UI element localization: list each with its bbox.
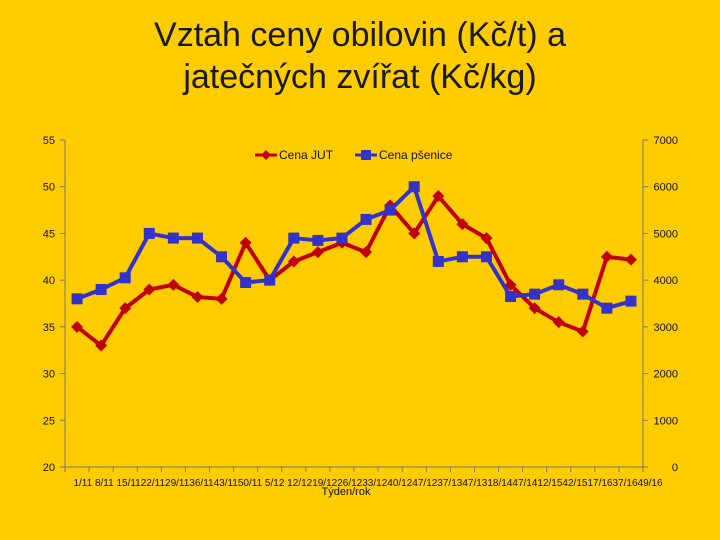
data-point-cena-jut xyxy=(143,283,156,296)
data-point-cena-p-enice xyxy=(456,251,468,263)
data-point-cena-jut xyxy=(167,278,180,291)
data-point-cena-jut xyxy=(432,190,445,203)
data-point-cena-jut xyxy=(71,320,84,333)
y-tick-label: 40 xyxy=(43,275,55,287)
title-line-2: jatečných zvířat (Kč/kg) xyxy=(183,58,537,96)
data-point-cena-p-enice xyxy=(143,227,155,239)
data-point-cena-jut xyxy=(360,246,373,259)
legend-label-cena-p-enice: Cena pšenice xyxy=(379,148,453,162)
data-point-cena-p-enice xyxy=(553,279,565,291)
data-point-cena-jut xyxy=(95,339,108,352)
data-point-cena-p-enice xyxy=(601,302,613,314)
data-point-cena-jut xyxy=(215,292,228,305)
data-point-cena-jut xyxy=(408,227,421,240)
data-point-cena-jut xyxy=(600,250,613,263)
x-axis-title: Týden/rok xyxy=(322,486,371,498)
y2-tick-label: 1000 xyxy=(654,415,678,427)
y2-tick-label: 3000 xyxy=(654,322,678,334)
data-point-cena-p-enice xyxy=(264,274,276,286)
data-point-cena-p-enice xyxy=(71,293,83,305)
data-point-cena-jut xyxy=(576,325,589,338)
x-tick-labels: 1/11 8/11 15/1122/1129/1136/1143/1150/11… xyxy=(73,478,663,489)
y-tick-label: 25 xyxy=(43,415,55,427)
data-point-cena-jut xyxy=(311,246,324,259)
data-point-cena-jut xyxy=(239,236,252,249)
data-point-cena-p-enice xyxy=(288,232,300,244)
y2-tick-label: 6000 xyxy=(654,182,678,194)
y2-tick-label: 2000 xyxy=(654,369,678,381)
data-point-cena-p-enice xyxy=(167,232,179,244)
y-tick-label: 35 xyxy=(43,322,55,334)
legend-marker-cena-p-enice xyxy=(361,150,371,160)
data-point-cena-jut xyxy=(119,302,132,315)
data-point-cena-jut xyxy=(624,253,637,266)
data-point-cena-p-enice xyxy=(216,251,228,263)
data-point-cena-p-enice xyxy=(336,232,348,244)
data-point-cena-p-enice xyxy=(384,204,396,216)
data-point-cena-jut xyxy=(480,232,493,245)
data-point-cena-p-enice xyxy=(529,288,541,300)
data-point-cena-p-enice xyxy=(432,255,444,267)
legend-marker-cena-jut xyxy=(261,150,271,160)
data-point-cena-jut xyxy=(528,302,541,315)
y2-tick-label: 5000 xyxy=(654,228,678,240)
data-point-cena-p-enice xyxy=(577,288,589,300)
y-tick-label: 55 xyxy=(43,135,55,147)
y-tick-label: 45 xyxy=(43,228,55,240)
legend-label-cena-jut: Cena JUT xyxy=(279,148,334,162)
data-point-cena-p-enice xyxy=(312,234,324,246)
data-point-cena-jut xyxy=(456,218,469,231)
y-tick-label: 20 xyxy=(43,462,55,474)
title-line-1: Vztah ceny obilovin (Kč/t) a xyxy=(154,16,566,54)
data-point-cena-p-enice xyxy=(408,181,420,193)
data-point-cena-p-enice xyxy=(625,295,637,307)
data-point-cena-p-enice xyxy=(480,251,492,263)
data-point-cena-p-enice xyxy=(360,213,372,225)
y2-tick-label: 0 xyxy=(672,462,678,474)
series-line-cena-jut xyxy=(75,194,632,348)
data-point-cena-jut xyxy=(552,316,565,329)
y-tick-label: 30 xyxy=(43,369,55,381)
data-point-cena-p-enice xyxy=(240,276,252,288)
data-point-cena-jut xyxy=(191,290,204,303)
data-point-cena-p-enice xyxy=(505,290,517,302)
y2-tick-label: 7000 xyxy=(654,135,678,147)
slide-title: Vztah ceny obilovin (Kč/t) a jatečných z… xyxy=(0,14,720,98)
data-point-cena-jut xyxy=(287,255,300,268)
y2-tick-label: 4000 xyxy=(654,275,678,287)
data-point-cena-p-enice xyxy=(95,283,107,295)
data-point-cena-p-enice xyxy=(191,232,203,244)
y-tick-label: 50 xyxy=(43,182,55,194)
data-point-cena-p-enice xyxy=(119,272,131,284)
